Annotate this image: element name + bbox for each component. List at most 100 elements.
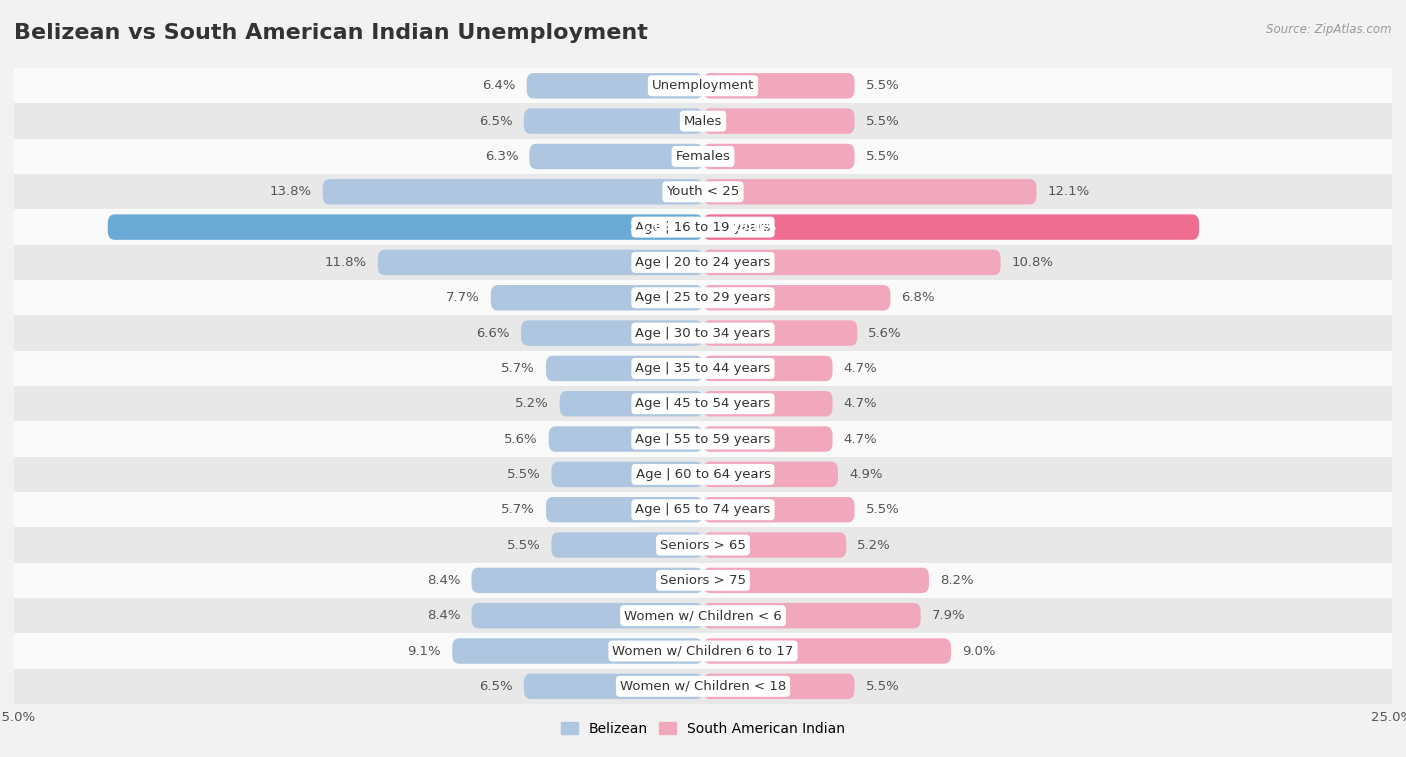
Text: 4.7%: 4.7% [844,362,877,375]
FancyBboxPatch shape [703,250,1001,275]
Text: 5.5%: 5.5% [866,79,900,92]
Text: Women w/ Children < 18: Women w/ Children < 18 [620,680,786,693]
Text: 11.8%: 11.8% [325,256,367,269]
Bar [14,528,1392,562]
FancyBboxPatch shape [703,179,1036,204]
Text: 10.8%: 10.8% [1012,256,1053,269]
Text: Age | 65 to 74 years: Age | 65 to 74 years [636,503,770,516]
Text: 5.5%: 5.5% [506,468,540,481]
Text: 13.8%: 13.8% [270,185,312,198]
Bar [14,598,1392,634]
Text: 4.7%: 4.7% [844,397,877,410]
Text: Age | 16 to 19 years: Age | 16 to 19 years [636,220,770,234]
Text: 21.6%: 21.6% [630,220,675,234]
FancyBboxPatch shape [453,638,703,664]
Bar [14,280,1392,316]
Text: 5.6%: 5.6% [503,432,537,446]
FancyBboxPatch shape [530,144,703,169]
FancyBboxPatch shape [522,320,703,346]
Bar [14,350,1392,386]
Text: 6.6%: 6.6% [477,326,510,340]
Bar [14,668,1392,704]
Text: 8.4%: 8.4% [427,574,461,587]
FancyBboxPatch shape [546,497,703,522]
Bar [14,174,1392,210]
FancyBboxPatch shape [524,674,703,699]
FancyBboxPatch shape [703,73,855,98]
Text: 5.6%: 5.6% [869,326,903,340]
Text: 5.5%: 5.5% [866,150,900,163]
Text: Source: ZipAtlas.com: Source: ZipAtlas.com [1267,23,1392,36]
Text: Unemployment: Unemployment [652,79,754,92]
FancyBboxPatch shape [378,250,703,275]
Bar [14,210,1392,245]
FancyBboxPatch shape [491,285,703,310]
FancyBboxPatch shape [703,285,890,310]
Text: Age | 25 to 29 years: Age | 25 to 29 years [636,291,770,304]
Text: Women w/ Children 6 to 17: Women w/ Children 6 to 17 [613,644,793,658]
Text: 5.2%: 5.2% [515,397,548,410]
Bar [14,316,1392,350]
Text: 5.7%: 5.7% [501,362,534,375]
Text: Belizean vs South American Indian Unemployment: Belizean vs South American Indian Unempl… [14,23,648,42]
Bar [14,562,1392,598]
FancyBboxPatch shape [703,214,1199,240]
FancyBboxPatch shape [471,603,703,628]
Text: 7.7%: 7.7% [446,291,479,304]
Text: 8.4%: 8.4% [427,609,461,622]
FancyBboxPatch shape [527,73,703,98]
Text: Seniors > 65: Seniors > 65 [659,538,747,552]
FancyBboxPatch shape [703,426,832,452]
Text: 5.5%: 5.5% [866,503,900,516]
Text: Age | 30 to 34 years: Age | 30 to 34 years [636,326,770,340]
Text: 5.5%: 5.5% [506,538,540,552]
Text: 9.1%: 9.1% [408,644,441,658]
FancyBboxPatch shape [703,497,855,522]
FancyBboxPatch shape [323,179,703,204]
Text: 7.9%: 7.9% [932,609,966,622]
Text: 6.5%: 6.5% [479,680,513,693]
Text: Age | 20 to 24 years: Age | 20 to 24 years [636,256,770,269]
Text: 6.3%: 6.3% [485,150,519,163]
Bar [14,456,1392,492]
FancyBboxPatch shape [703,603,921,628]
FancyBboxPatch shape [551,462,703,487]
Bar [14,386,1392,422]
Text: 4.7%: 4.7% [844,432,877,446]
FancyBboxPatch shape [548,426,703,452]
FancyBboxPatch shape [703,320,858,346]
Bar [14,492,1392,528]
Bar [14,422,1392,456]
Text: 8.2%: 8.2% [941,574,973,587]
FancyBboxPatch shape [703,391,832,416]
Bar [14,139,1392,174]
Bar [14,104,1392,139]
FancyBboxPatch shape [551,532,703,558]
Legend: Belizean, South American Indian: Belizean, South American Indian [555,716,851,742]
FancyBboxPatch shape [703,638,950,664]
FancyBboxPatch shape [703,356,832,381]
Text: Age | 45 to 54 years: Age | 45 to 54 years [636,397,770,410]
Text: 6.5%: 6.5% [479,114,513,128]
Text: 5.5%: 5.5% [866,114,900,128]
Text: 5.2%: 5.2% [858,538,891,552]
FancyBboxPatch shape [546,356,703,381]
FancyBboxPatch shape [703,462,838,487]
Text: Age | 35 to 44 years: Age | 35 to 44 years [636,362,770,375]
Text: Youth < 25: Youth < 25 [666,185,740,198]
Text: 5.7%: 5.7% [501,503,534,516]
Bar [14,245,1392,280]
FancyBboxPatch shape [524,108,703,134]
Text: 6.4%: 6.4% [482,79,516,92]
Text: Age | 55 to 59 years: Age | 55 to 59 years [636,432,770,446]
Bar [14,68,1392,104]
Text: 12.1%: 12.1% [1047,185,1090,198]
Text: 9.0%: 9.0% [962,644,995,658]
Text: Seniors > 75: Seniors > 75 [659,574,747,587]
Text: 18.0%: 18.0% [731,220,776,234]
Text: Males: Males [683,114,723,128]
Text: 6.8%: 6.8% [901,291,935,304]
Text: 4.9%: 4.9% [849,468,883,481]
Text: 5.5%: 5.5% [866,680,900,693]
Text: Women w/ Children < 6: Women w/ Children < 6 [624,609,782,622]
